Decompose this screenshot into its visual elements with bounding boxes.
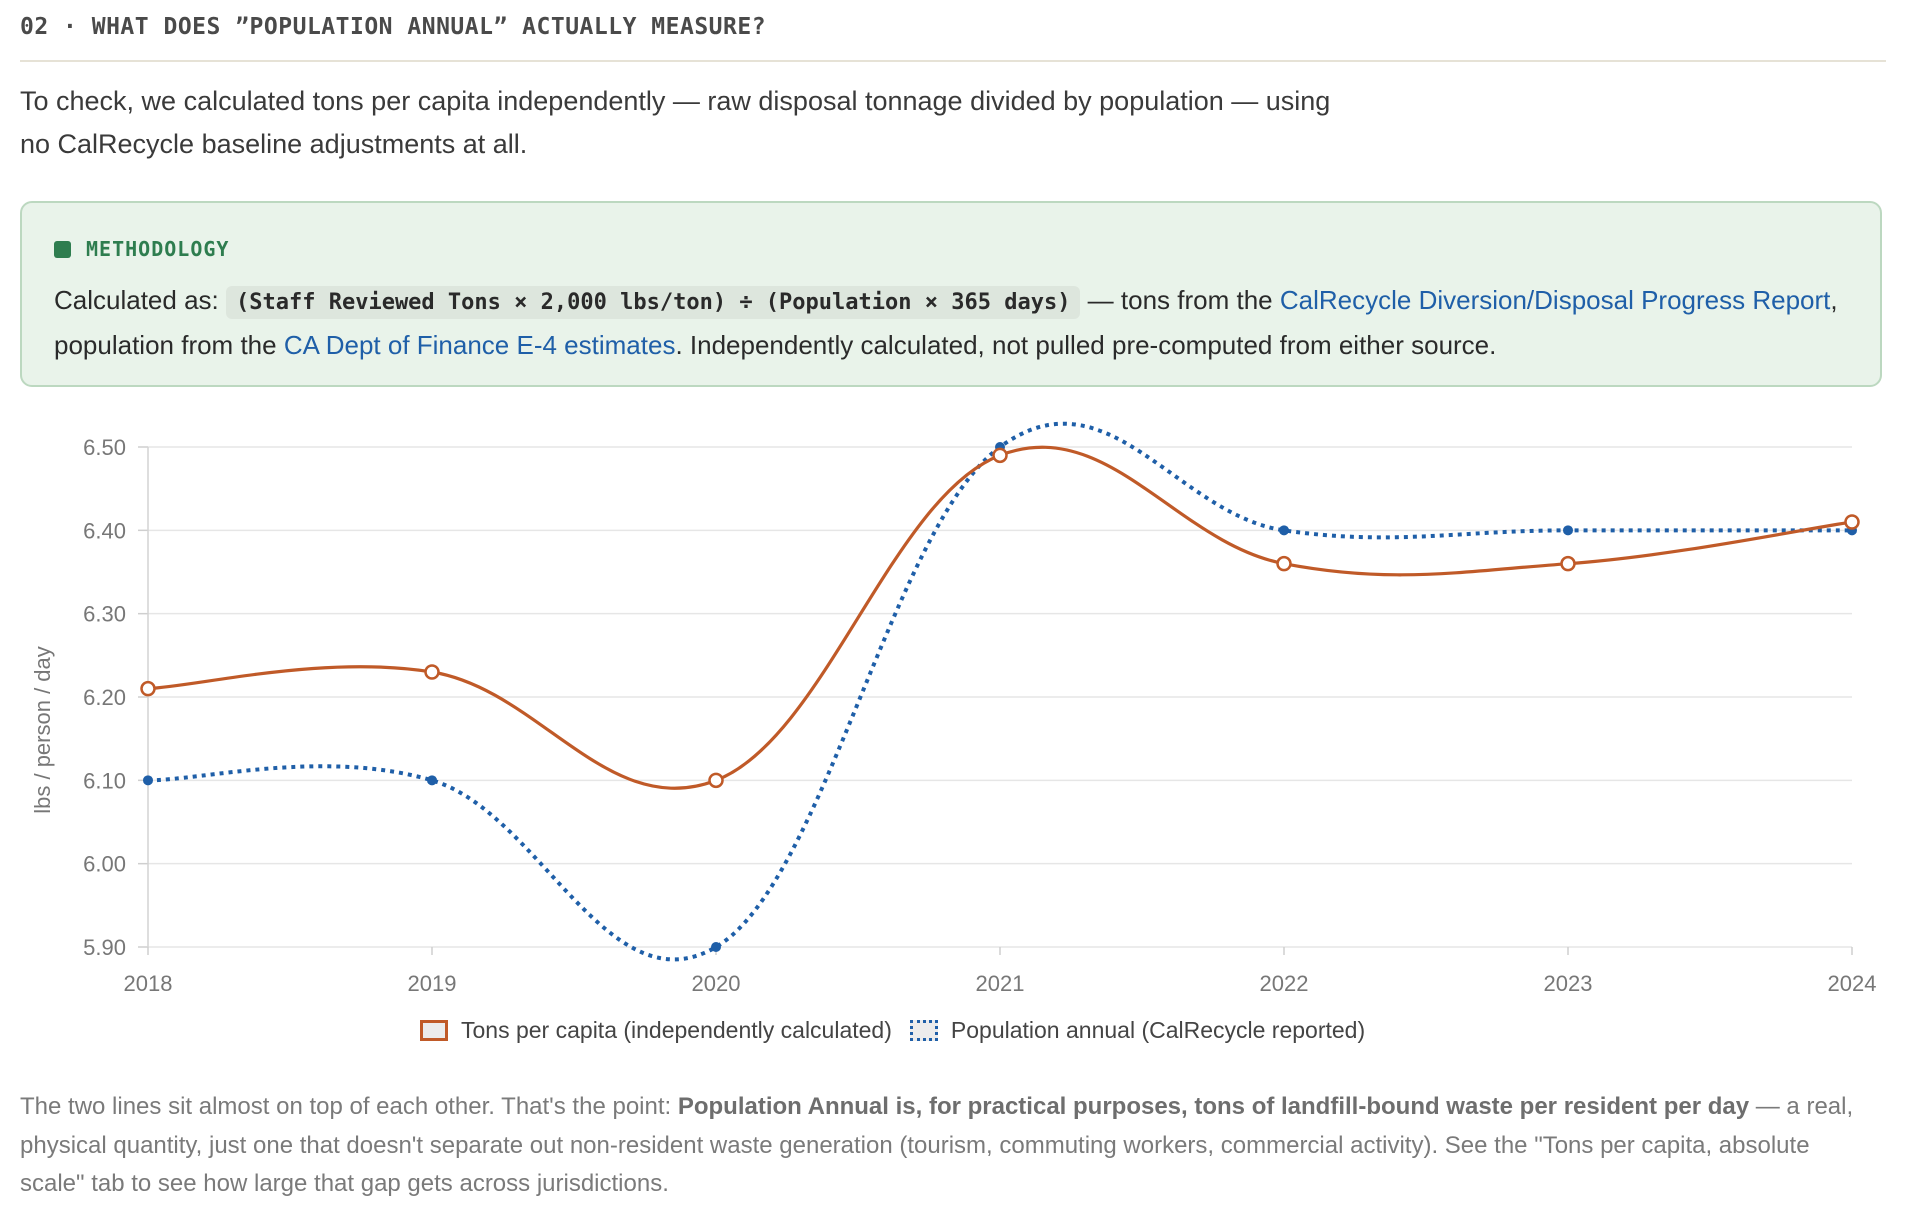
legend-item-tons[interactable]: Tons per capita (independently calculate…: [420, 1017, 892, 1044]
methodology-formula: (Staff Reviewed Tons × 2,000 lbs/ton) ÷ …: [226, 286, 1081, 319]
y-tick-label: 6.10: [83, 768, 126, 793]
caption-lead: The two lines sit almost on top of each …: [20, 1093, 678, 1120]
series-line-population-annual: [147, 421, 1852, 962]
methodology-header: METHODOLOGY: [54, 237, 229, 261]
x-tick-label: 2019: [408, 971, 457, 996]
data-point-tons-per-capita: [992, 447, 1008, 464]
y-tick-label: 6.40: [83, 518, 126, 543]
methodology-text-2: , population from the: [54, 285, 1838, 360]
chart-axes: 5.90 6.00 6.10 6.20 6.30 6.40 6.50 2018 2019 2020…: [83, 435, 1876, 996]
x-tick-label: 2021: [976, 971, 1025, 996]
methodology-prefix: Calculated as:: [54, 285, 219, 315]
y-tick-label: 6.00: [83, 852, 126, 877]
methodology-text-3: . Independently calculated, not pulled p…: [675, 330, 1497, 360]
x-tick-label: 2022: [1260, 971, 1309, 996]
methodology-box: METHODOLOGY Calculated as: (Staff Review…: [20, 201, 1882, 387]
data-point-population-annual: [711, 942, 721, 952]
intro-line-2: no CalRecycle baseline adjustments at al…: [20, 129, 528, 159]
data-point-tons-per-capita: [140, 680, 156, 697]
data-point-tons-per-capita: [1560, 555, 1576, 572]
data-point-population-annual: [143, 775, 153, 786]
section-divider: [20, 60, 1886, 62]
chart-legend: Tons per capita (independently calculate…: [420, 1017, 1383, 1044]
caption-rest: — a real, physical quantity, just one th…: [20, 1093, 1854, 1197]
legend-swatch-tons: [420, 1020, 448, 1041]
methodology-text-1: — tons from the: [1080, 285, 1280, 315]
line-chart: 5.90 6.00 6.10 6.20 6.30 6.40 6.50 2018 2019 2020…: [30, 421, 1876, 996]
chart-gridlines: [148, 446, 1852, 948]
x-tick-label: 2024: [1828, 971, 1877, 996]
methodology-text: Calculated as: (Staff Reviewed Tons × 2,…: [54, 279, 1854, 366]
chart-caption: The two lines sit almost on top of each …: [20, 1088, 1875, 1204]
legend-item-population[interactable]: Population annual (CalRecycle reported): [909, 1017, 1366, 1044]
methodology-label: METHODOLOGY: [86, 237, 230, 261]
series-line-tons-per-capita: [146, 445, 1854, 790]
legend-swatch-population: [909, 1020, 938, 1041]
data-point-population-annual: [1563, 525, 1573, 536]
data-point-population-annual: [427, 775, 437, 786]
y-tick-label: 5.90: [83, 935, 126, 960]
legend-label-tons: Tons per capita (independently calculate…: [461, 1017, 892, 1043]
x-tick-label: 2020: [692, 971, 741, 996]
legend-label-population: Population annual (CalRecycle reported): [950, 1017, 1366, 1043]
y-tick-label: 6.30: [83, 602, 126, 627]
x-tick-label: 2023: [1544, 971, 1593, 996]
data-point-tons-per-capita: [1844, 514, 1860, 530]
x-tick-label: 2018: [124, 971, 173, 996]
section-title: 02 · WHAT DOES ”POPULATION ANNUAL” ACTUA…: [20, 14, 767, 40]
data-point-tons-per-capita: [424, 664, 440, 680]
y-tick-label: 6.20: [83, 685, 126, 710]
caption-bold: Population Annual is, for practical purp…: [677, 1093, 1750, 1120]
y-tick-label: 6.50: [83, 435, 126, 460]
data-point-population-annual: [1279, 525, 1289, 536]
chart-series: [140, 421, 1860, 962]
ca-dof-e4-link[interactable]: CA Dept of Finance E-4 estimates: [283, 330, 676, 360]
y-axis-label: lbs / person / day: [30, 646, 55, 814]
data-point-tons-per-capita: [1276, 555, 1292, 572]
intro-paragraph: To check, we calculated tons per capita …: [20, 80, 1500, 166]
calrecycle-report-link[interactable]: CalRecycle Diversion/Disposal Progress R…: [1279, 285, 1831, 315]
methodology-square-icon: [54, 240, 71, 258]
data-point-tons-per-capita: [708, 772, 724, 789]
intro-line-1: To check, we calculated tons per capita …: [20, 86, 1331, 116]
